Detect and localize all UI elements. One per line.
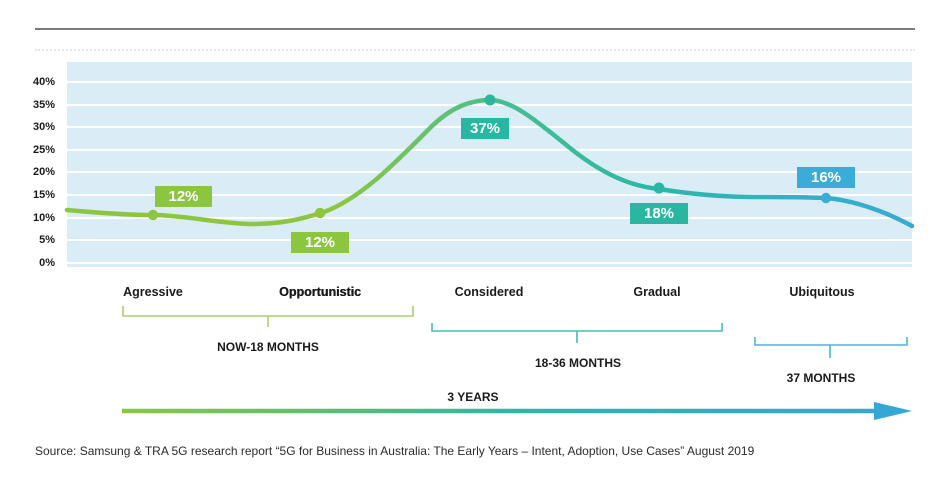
category-label-ubiquitous: Ubiquitous [789, 285, 855, 299]
top-divider-rule [35, 28, 915, 30]
timeline-arrow-head [874, 402, 912, 420]
category-label-gradual: Gradual [633, 285, 681, 299]
category-label-considered: Considered [454, 285, 524, 299]
value-badge-gradual: 18% [630, 203, 688, 224]
y-axis-tick: 35% [32, 99, 55, 111]
y-axis-tick: 15% [32, 189, 55, 201]
gridline [67, 104, 912, 106]
y-axis-tick: 20% [32, 166, 55, 178]
y-axis-tick: 30% [32, 121, 55, 133]
gridline [67, 81, 912, 83]
bracket-now-18-months [122, 306, 414, 327]
arrow-label-3-years: 3 YEARS [447, 390, 499, 404]
value-badge-considered: 37% [461, 118, 509, 139]
y-axis-tick: 10% [32, 212, 55, 224]
gridline [67, 239, 912, 241]
bracket-37-months [754, 337, 908, 358]
gridline [67, 149, 912, 151]
period-label-37-months: 37 MONTHS [786, 371, 856, 385]
category-label-agressive: Agressive [123, 285, 183, 299]
y-axis-tick: 25% [32, 144, 55, 156]
value-badge-agressive: 12% [155, 186, 212, 207]
bracket-18-36-months [431, 323, 723, 343]
gridline [67, 262, 912, 264]
y-axis-tick: 40% [32, 76, 55, 88]
category-label-opportunistic: Opportunistic [279, 285, 361, 299]
gridline [67, 171, 912, 173]
plot-area [67, 62, 912, 267]
dotted-divider [35, 49, 915, 51]
period-label-18-36-months: 18-36 MONTHS [534, 356, 622, 370]
y-axis-tick: 0% [39, 257, 55, 269]
period-label-now-18-months: NOW-18 MONTHS [217, 340, 319, 354]
value-badge-ubiquitous: 16% [797, 167, 855, 188]
value-badge-opportunistic: 12% [291, 232, 349, 253]
y-axis-tick: 5% [39, 234, 55, 246]
gridline [67, 217, 912, 219]
source-citation: Source: Samsung & TRA 5G research report… [35, 444, 755, 458]
